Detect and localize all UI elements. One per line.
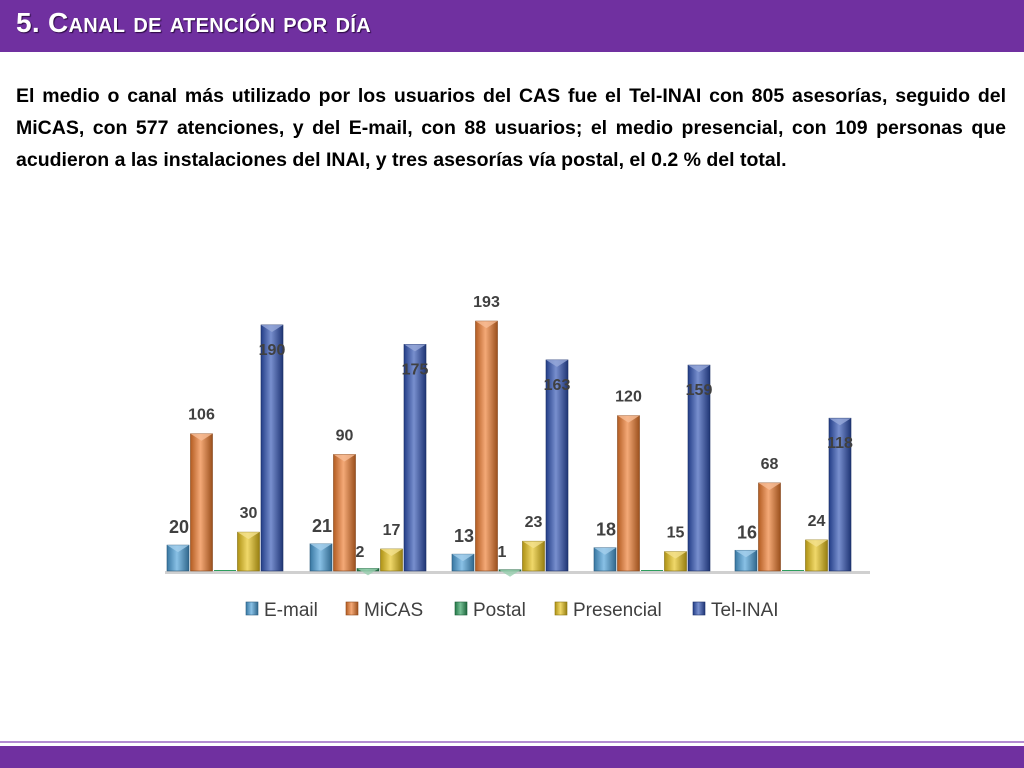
bar-cap (404, 344, 426, 352)
legend-label: E-mail (264, 600, 318, 621)
bar-cap (522, 541, 545, 549)
bar-cap (594, 547, 616, 555)
data-label: 163 (544, 377, 571, 394)
footer-line (0, 741, 1024, 743)
bar-micas-3 (475, 320, 498, 572)
bar-cap (380, 548, 403, 556)
bar-zero (782, 570, 804, 571)
bar-micas-4 (617, 415, 640, 572)
bar-cap (237, 532, 260, 540)
bar-cap (735, 550, 757, 558)
legend-swatch (454, 601, 468, 616)
data-label: 90 (336, 427, 354, 444)
bar-micas-5 (758, 482, 781, 572)
bar-micas-1 (190, 433, 213, 572)
bar-micas-2 (333, 454, 356, 572)
bar-telinai-1 (260, 324, 284, 572)
data-label: 30 (240, 505, 258, 522)
bar-cap (546, 359, 568, 367)
legend-label: MiCAS (364, 600, 423, 621)
bar-zero (641, 570, 663, 571)
legend-label: Presencial (573, 600, 662, 621)
data-label: 118 (827, 435, 853, 452)
data-label: 175 (402, 361, 429, 378)
title-bar: 5. Canal de atención por día (0, 0, 1024, 52)
bar-cap (167, 545, 189, 553)
data-label: 190 (259, 342, 286, 359)
bar-cap (805, 539, 828, 547)
data-label: 18 (596, 520, 616, 540)
legend-label: Postal (473, 600, 526, 621)
slide-title: 5. Canal de atención por día (16, 7, 371, 38)
legend-swatch (345, 601, 359, 616)
bar-cap (829, 418, 851, 426)
data-label: 24 (808, 513, 826, 530)
data-label: 15 (667, 525, 685, 542)
data-label: 1 (498, 544, 507, 561)
bar-cap (310, 543, 332, 551)
bar-cap (617, 415, 640, 423)
chart-floor (165, 571, 870, 574)
data-label: 68 (761, 456, 779, 473)
bar-cap (664, 551, 687, 559)
data-label: 120 (615, 389, 642, 406)
chart-legend: E-mail MiCAS Postal Presencial Tel-INAI (245, 600, 779, 621)
legend-swatch (245, 601, 259, 616)
data-label: 193 (473, 294, 500, 311)
legend-swatch (692, 601, 706, 616)
data-label: 2 (356, 544, 365, 561)
data-label: 159 (686, 382, 713, 399)
bar-cap (758, 482, 781, 490)
bar-cap (452, 554, 474, 562)
data-label: 16 (737, 522, 757, 542)
bar-cap (357, 568, 379, 576)
bar-cap (261, 324, 283, 332)
summary-paragraph: El medio o canal más utilizado por los u… (16, 85, 1006, 171)
bar-cap (190, 433, 213, 441)
bar-zero (214, 570, 236, 571)
footer-bar (0, 746, 1024, 768)
data-label: 13 (454, 526, 474, 546)
bar-cap (333, 454, 356, 462)
data-label: 21 (312, 516, 332, 536)
data-label: 17 (383, 522, 401, 539)
data-label: 20 (169, 517, 189, 537)
data-label: 23 (525, 514, 543, 531)
bar-cap (475, 321, 498, 329)
bar-cap (499, 569, 521, 577)
data-label: 106 (188, 407, 215, 424)
legend-swatch (554, 601, 568, 616)
legend-label: Tel-INAI (711, 600, 779, 621)
bar-cap (688, 365, 710, 373)
